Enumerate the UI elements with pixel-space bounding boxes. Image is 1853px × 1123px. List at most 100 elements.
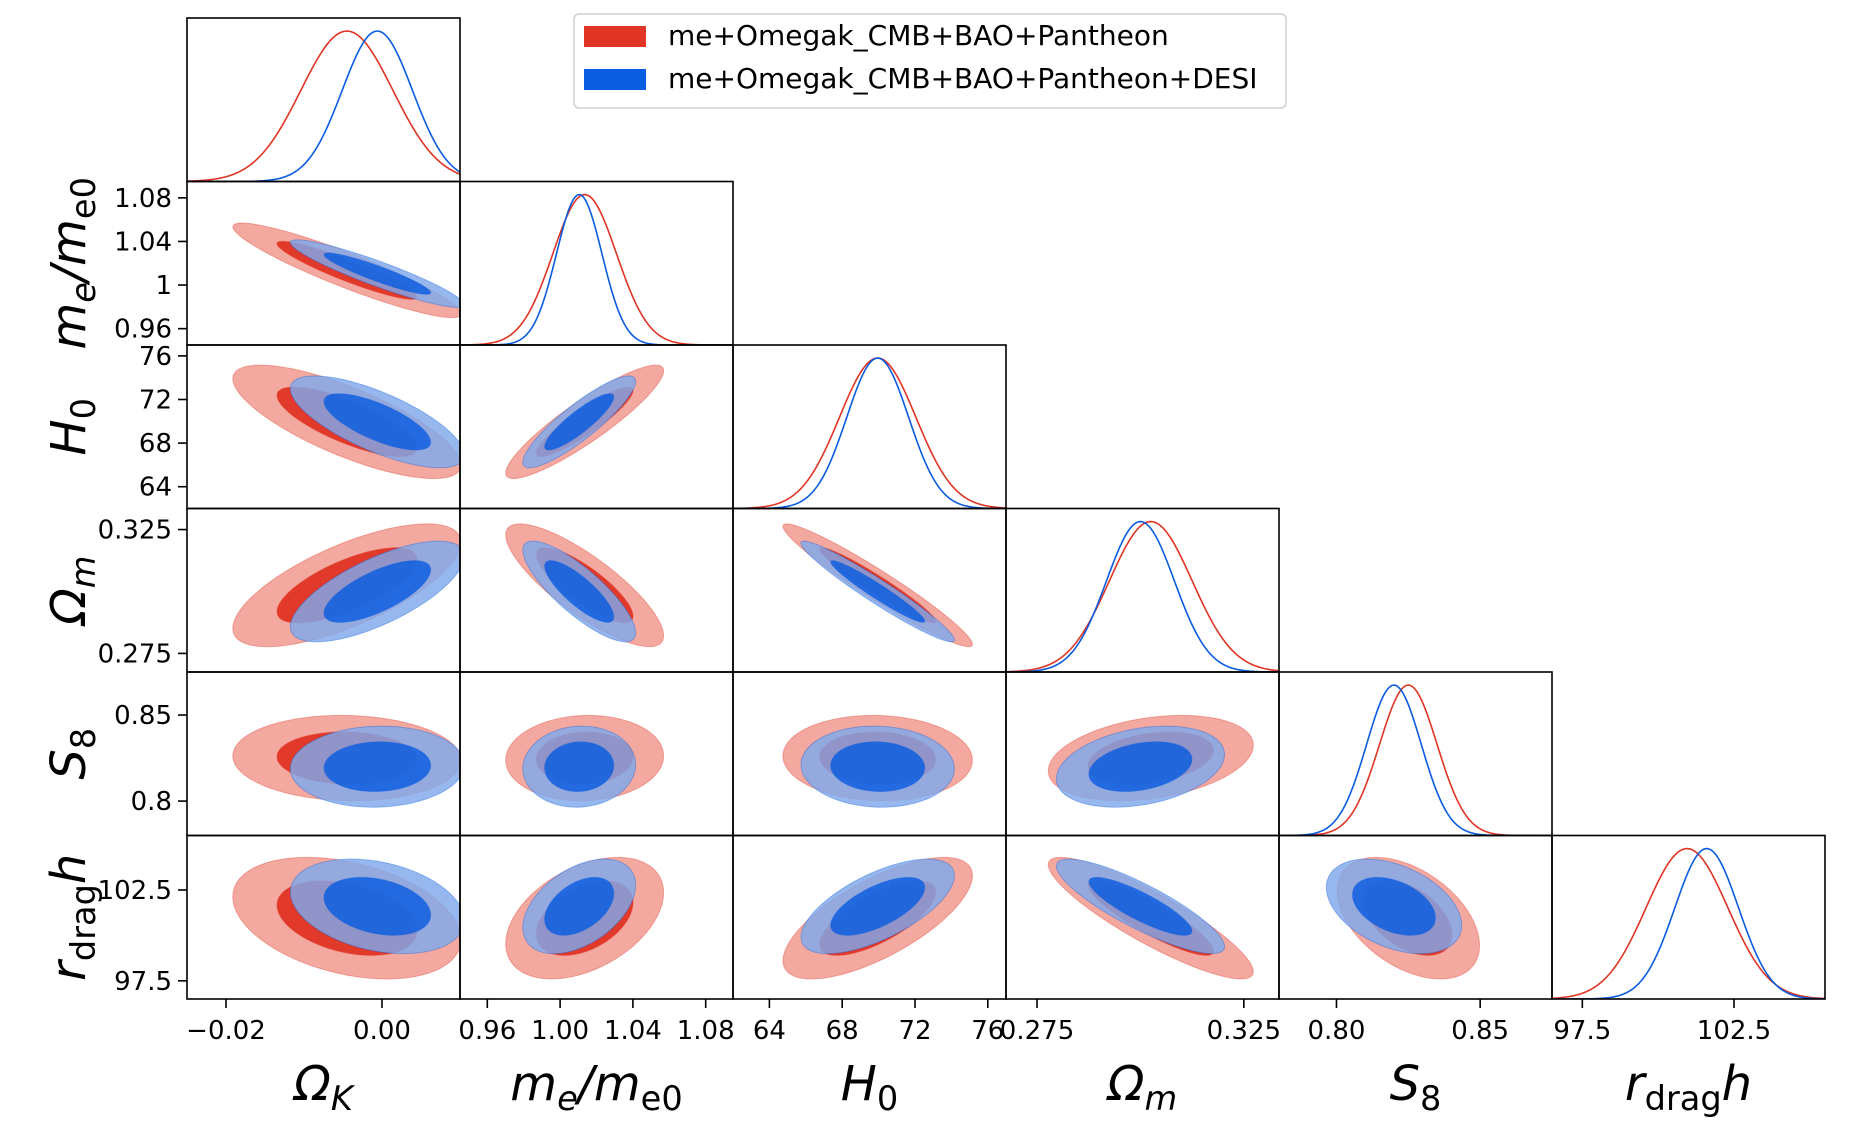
marginal-curve-series-1 <box>187 30 460 182</box>
marginal-panel-S8 <box>1279 684 1552 836</box>
legend-swatch-series-1 <box>584 26 646 47</box>
contour-panel-Om-vs-Ok <box>232 523 460 648</box>
y-tick-label: 68 <box>139 429 172 459</box>
panel-frame <box>732 344 1007 510</box>
x-tick-label: 76 <box>971 1016 1004 1046</box>
x-tick-label: −0.02 <box>186 1016 266 1046</box>
contour-panel-S8-vs-Ok <box>232 714 460 808</box>
y-tick-label: 0.96 <box>114 315 172 345</box>
contour-panel-Om-vs-me <box>505 523 665 648</box>
contour-68-series-2 <box>544 741 615 793</box>
contour-panel-rdh-vs-Om <box>1047 856 1254 980</box>
y-tick-label: 64 <box>139 473 172 503</box>
contour-68-series-2 <box>544 393 615 451</box>
y-tick-label: 1.04 <box>114 227 172 257</box>
y-axis-label-H0: H0 <box>41 398 103 455</box>
x-axis-label-S8: S8 <box>1390 1056 1442 1118</box>
panel-frame <box>186 17 461 183</box>
contour-68-series-2 <box>323 560 432 623</box>
contour-panel-S8-vs-me <box>505 714 665 808</box>
contour-panel-rdh-vs-S8 <box>1325 856 1481 980</box>
contour-68-series-2 <box>830 560 926 623</box>
marginal-curve-series-2 <box>1279 684 1552 836</box>
contour-68-series-2 <box>323 741 432 793</box>
contour-panel-H0-vs-Ok <box>232 364 460 480</box>
x-axis-label-rdh: rdragh <box>1625 1056 1752 1118</box>
marginal-curve-series-1 <box>1006 520 1279 672</box>
contour-panel-rdh-vs-H0 <box>782 856 973 980</box>
contour-panel-Om-vs-H0 <box>782 523 973 648</box>
contour-68-series-2 <box>830 876 926 936</box>
y-axis-label-me: me/me0 <box>41 177 103 349</box>
y-tick-label: 0.8 <box>131 787 172 817</box>
contour-68-series-2 <box>323 393 432 451</box>
x-tick-label: 72 <box>898 1016 931 1046</box>
marginal-curve-series-2 <box>460 193 733 345</box>
x-tick-label: 0.00 <box>353 1016 411 1046</box>
y-tick-label: 97.5 <box>114 967 172 997</box>
y-tick-label: 76 <box>139 342 172 372</box>
marginal-curve-series-1 <box>733 357 1006 509</box>
contour-panel-S8-vs-H0 <box>782 714 973 808</box>
marginal-curve-series-2 <box>733 357 1006 509</box>
panel-frame <box>1005 507 1280 673</box>
contour-68-series-2 <box>323 252 432 295</box>
y-axis-label-Om: Ωm <box>41 556 103 627</box>
marginal-curve-series-2 <box>187 30 460 182</box>
x-axis-label-me: me/me0 <box>510 1056 682 1118</box>
marginal-panel-Ok <box>187 30 460 182</box>
legend-box <box>573 13 1287 109</box>
marginal-curve-series-1 <box>1279 684 1552 836</box>
y-tick-label: 72 <box>139 386 172 416</box>
panel-frame <box>1278 671 1553 837</box>
contour-68-series-2 <box>323 876 432 936</box>
panel-frame <box>1551 834 1826 1000</box>
legend: me+Omegak_CMB+BAO+Pantheon me+Omegak_CMB+… <box>573 13 1287 109</box>
contour-68-series-2 <box>1351 876 1436 936</box>
marginal-panel-me <box>460 193 733 345</box>
x-axis-label-H0: H0 <box>841 1056 898 1118</box>
x-tick-label: 0.325 <box>1207 1016 1281 1046</box>
y-tick-label: 102.5 <box>98 876 172 906</box>
x-tick-label: 1.04 <box>604 1016 662 1046</box>
y-axis-label-S8: S8 <box>41 728 103 780</box>
marginal-panel-H0 <box>733 357 1006 509</box>
y-tick-label: 0.325 <box>98 516 172 546</box>
contour-panel-S8-vs-Om <box>1047 714 1254 808</box>
y-tick-label: 0.275 <box>98 639 172 669</box>
marginal-curve-series-2 <box>1552 847 1825 999</box>
x-tick-label: 0.96 <box>458 1016 516 1046</box>
x-tick-label: 0.80 <box>1308 1016 1366 1046</box>
x-tick-label: 102.5 <box>1697 1016 1771 1046</box>
contour-panel-H0-vs-me <box>505 364 665 480</box>
x-tick-label: 64 <box>753 1016 786 1046</box>
x-tick-label: 0.85 <box>1451 1016 1509 1046</box>
contour-68-series-2 <box>1088 876 1193 936</box>
y-tick-label: 0.85 <box>114 701 172 731</box>
x-axis-label-Om: Ωm <box>1106 1056 1177 1118</box>
x-tick-label: 68 <box>826 1016 859 1046</box>
contour-68-series-2 <box>544 876 615 936</box>
x-tick-label: 1.00 <box>531 1016 589 1046</box>
y-axis-label-rdh: rdragh <box>41 854 103 981</box>
x-tick-label: 0.275 <box>1000 1016 1074 1046</box>
contour-68-series-2 <box>1088 741 1193 793</box>
marginal-panel-Om <box>1006 520 1279 672</box>
contour-68-series-2 <box>544 560 615 623</box>
x-tick-label: 97.5 <box>1553 1016 1611 1046</box>
marginal-curve-series-2 <box>1006 520 1279 672</box>
legend-swatch-series-2 <box>584 69 646 90</box>
marginal-curve-series-1 <box>460 193 733 345</box>
contour-panel-me-vs-Ok <box>232 222 460 319</box>
contour-panel-rdh-vs-Ok <box>232 856 460 980</box>
y-tick-label: 1.08 <box>114 184 172 214</box>
contour-panel-rdh-vs-me <box>505 856 665 980</box>
contour-68-series-2 <box>830 741 926 793</box>
marginal-panel-rdh <box>1552 847 1825 999</box>
y-tick-label: 1 <box>155 271 172 301</box>
x-axis-label-Ok: ΩK <box>292 1056 356 1118</box>
x-tick-label: 1.08 <box>677 1016 735 1046</box>
legend-label-series-2: me+Omegak_CMB+BAO+Pantheon+DESI <box>668 62 1258 95</box>
legend-label-series-1: me+Omegak_CMB+BAO+Pantheon <box>668 19 1169 52</box>
